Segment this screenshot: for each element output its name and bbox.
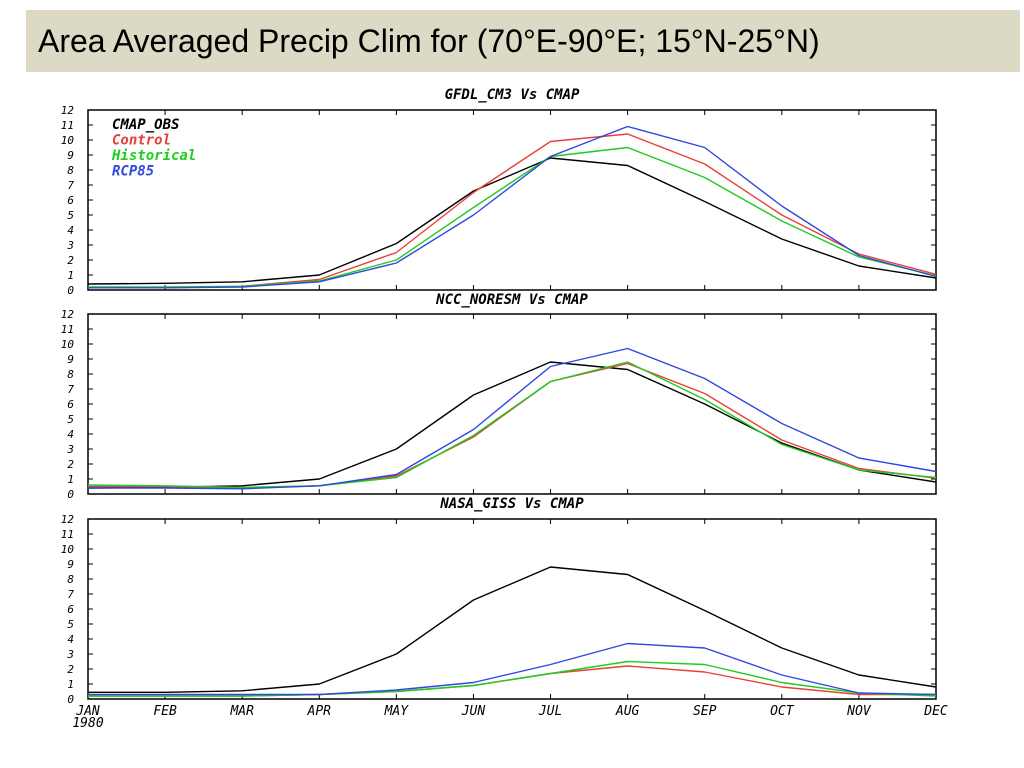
x-tick-label: FEB xyxy=(153,704,177,719)
x-tick-label: NOV xyxy=(846,704,872,719)
y-tick-label: 0 xyxy=(67,693,74,706)
y-tick-label: 11 xyxy=(61,323,74,336)
y-tick-label: 10 xyxy=(61,134,75,147)
y-tick-label: 9 xyxy=(67,149,74,162)
plot-frame xyxy=(87,109,937,291)
y-tick-label: 7 xyxy=(67,179,74,192)
y-tick-label: 4 xyxy=(67,428,74,441)
y-tick-label: 10 xyxy=(61,543,75,556)
y-tick-label: 12 xyxy=(61,308,75,321)
y-tick-label: 2 xyxy=(67,458,74,471)
panel-title: GFDL_CM3 Vs CMAP xyxy=(445,87,580,103)
y-tick-label: 2 xyxy=(67,254,74,267)
y-tick-label: 3 xyxy=(66,648,74,661)
x-tick-label: MAY xyxy=(384,704,410,719)
y-tick-label: 0 xyxy=(67,488,74,501)
y-tick-label: 9 xyxy=(67,558,74,571)
y-tick-label: 4 xyxy=(67,633,74,646)
x-tick-label: SEP xyxy=(693,704,717,719)
y-tick-label: 2 xyxy=(67,663,74,676)
y-tick-label: 1 xyxy=(67,678,74,691)
series-line-historical xyxy=(88,146,937,288)
series-line-rcp85 xyxy=(88,125,937,289)
y-tick-label: 6 xyxy=(67,398,74,411)
x-tick-label: JAN xyxy=(75,704,100,719)
legend-entry-cmap-obs: CMAP_OBS xyxy=(112,117,179,133)
x-tick-label: OCT xyxy=(770,704,795,719)
y-tick-label: 8 xyxy=(67,368,74,381)
slide-title: Area Averaged Precip Clim for (70°E-90°E… xyxy=(38,22,820,59)
y-tick-label: 5 xyxy=(67,618,74,631)
slide-title-bar: Area Averaged Precip Clim for (70°E-90°E… xyxy=(26,10,1020,72)
y-tick-label: 5 xyxy=(67,209,74,222)
plot-frame xyxy=(87,313,937,495)
series-line-rcp85 xyxy=(88,347,937,490)
y-tick-label: 8 xyxy=(67,164,74,177)
series-line-historical xyxy=(88,660,937,697)
y-tick-label: 7 xyxy=(67,383,74,396)
y-tick-label: 12 xyxy=(61,104,75,117)
x-tick-label: MAR xyxy=(229,704,254,719)
legend-entry-historical: Historical xyxy=(111,148,196,164)
y-tick-label: 9 xyxy=(67,353,74,366)
y-tick-label: 3 xyxy=(66,239,74,252)
series-line-cmap-obs xyxy=(87,361,937,489)
y-tick-label: 5 xyxy=(67,413,74,426)
y-tick-label: 11 xyxy=(61,119,74,132)
y-tick-label: 4 xyxy=(67,224,74,237)
y-tick-label: 3 xyxy=(66,443,74,456)
series-line-cmap-obs xyxy=(87,157,937,285)
series-line-control xyxy=(88,133,937,289)
y-tick-label: 8 xyxy=(67,573,74,586)
y-tick-label: 6 xyxy=(67,603,74,616)
y-tick-label: 1 xyxy=(67,473,74,486)
y-tick-label: 10 xyxy=(61,338,75,351)
x-tick-label: DEC xyxy=(923,704,948,719)
x-tick-label: JUL xyxy=(538,704,562,719)
x-year-label: 1980 xyxy=(72,716,103,731)
series-line-historical xyxy=(87,361,937,488)
x-tick-label: JUN xyxy=(461,704,486,719)
series-line-cmap-obs xyxy=(88,566,937,693)
y-tick-label: 1 xyxy=(67,269,74,282)
y-tick-label: 11 xyxy=(61,528,74,541)
y-tick-label: 6 xyxy=(67,194,74,207)
y-tick-label: 7 xyxy=(67,588,74,601)
y-tick-label: 0 xyxy=(67,284,74,297)
x-tick-label: APR xyxy=(307,704,332,719)
y-tick-label: 12 xyxy=(61,513,75,526)
panel-title: NCC_NORESM Vs CMAP xyxy=(435,292,588,308)
x-tick-label: AUG xyxy=(615,704,640,719)
legend-entry-control: Control xyxy=(112,133,171,149)
series-line-control xyxy=(88,362,937,489)
series-line-rcp85 xyxy=(88,642,937,696)
panel-title: NASA_GISS Vs CMAP xyxy=(439,496,584,512)
plot-frame xyxy=(87,518,937,700)
legend-entry-rcp85: RCP85 xyxy=(112,164,154,180)
